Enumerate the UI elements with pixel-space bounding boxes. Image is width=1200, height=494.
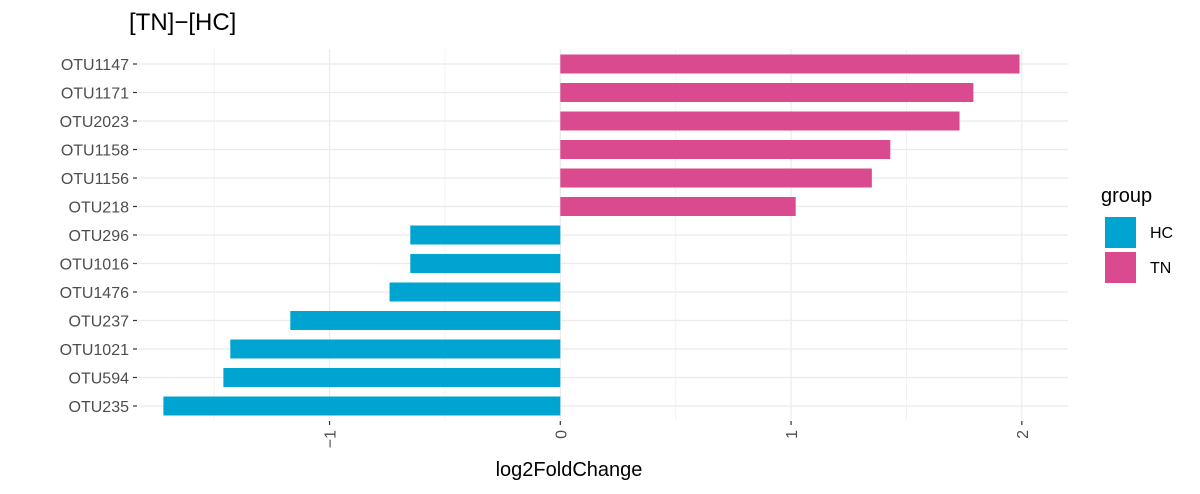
x-axis-title: log2FoldChange bbox=[496, 459, 643, 481]
legend-key-HC bbox=[1105, 217, 1136, 248]
bar-OTU594 bbox=[223, 368, 561, 387]
bar-OTU1147 bbox=[560, 54, 1020, 74]
y-tick-label: OTU296 bbox=[69, 228, 130, 245]
bar-OTU235 bbox=[163, 396, 561, 416]
legend: group HC TN bbox=[1101, 185, 1173, 283]
legend-title: group bbox=[1101, 185, 1152, 207]
x-tick-label: −1 bbox=[323, 430, 340, 448]
bar-OTU1158 bbox=[560, 140, 891, 159]
legend-key-TN bbox=[1105, 252, 1136, 283]
x-axis: −1 0 1 2 bbox=[323, 421, 1032, 448]
y-tick-label: OTU235 bbox=[69, 399, 130, 416]
chart-title: [TN]−[HC] bbox=[129, 9, 236, 36]
bar-OTU1171 bbox=[560, 83, 974, 102]
x-tick-label: 2 bbox=[1015, 430, 1032, 439]
x-tick-label: 0 bbox=[553, 430, 570, 439]
bars bbox=[163, 54, 1020, 416]
y-tick-label: OTU1016 bbox=[60, 257, 129, 274]
bar-OTU2023 bbox=[560, 111, 960, 131]
bar-OTU1156 bbox=[560, 168, 872, 188]
y-tick-label: OTU1158 bbox=[61, 143, 129, 160]
bar-OTU237 bbox=[290, 311, 561, 330]
bar-OTU1021 bbox=[230, 339, 561, 359]
y-axis: OTU1147 OTU1171 OTU2023 OTU1158 OTU1156 OTU21… bbox=[60, 57, 137, 416]
y-tick-label: OTU237 bbox=[69, 314, 130, 331]
y-tick-label: OTU1147 bbox=[61, 57, 129, 74]
y-tick-label: OTU1156 bbox=[61, 171, 129, 188]
bar-OTU1476 bbox=[389, 282, 561, 302]
grid bbox=[138, 49, 1068, 420]
bar-OTU218 bbox=[560, 197, 796, 216]
y-tick-label: OTU594 bbox=[69, 371, 130, 388]
y-tick-label: OTU1171 bbox=[61, 86, 129, 103]
y-tick-label: OTU1476 bbox=[60, 285, 129, 302]
y-tick-label: OTU2023 bbox=[60, 114, 129, 131]
bar-OTU296 bbox=[410, 225, 561, 245]
y-tick-label: OTU218 bbox=[69, 200, 130, 217]
x-tick-label: 1 bbox=[784, 430, 801, 439]
bar-OTU1016 bbox=[410, 254, 561, 273]
legend-label-HC: HC bbox=[1150, 225, 1173, 242]
legend-label-TN: TN bbox=[1150, 260, 1171, 277]
y-tick-label: OTU1021 bbox=[60, 342, 129, 359]
